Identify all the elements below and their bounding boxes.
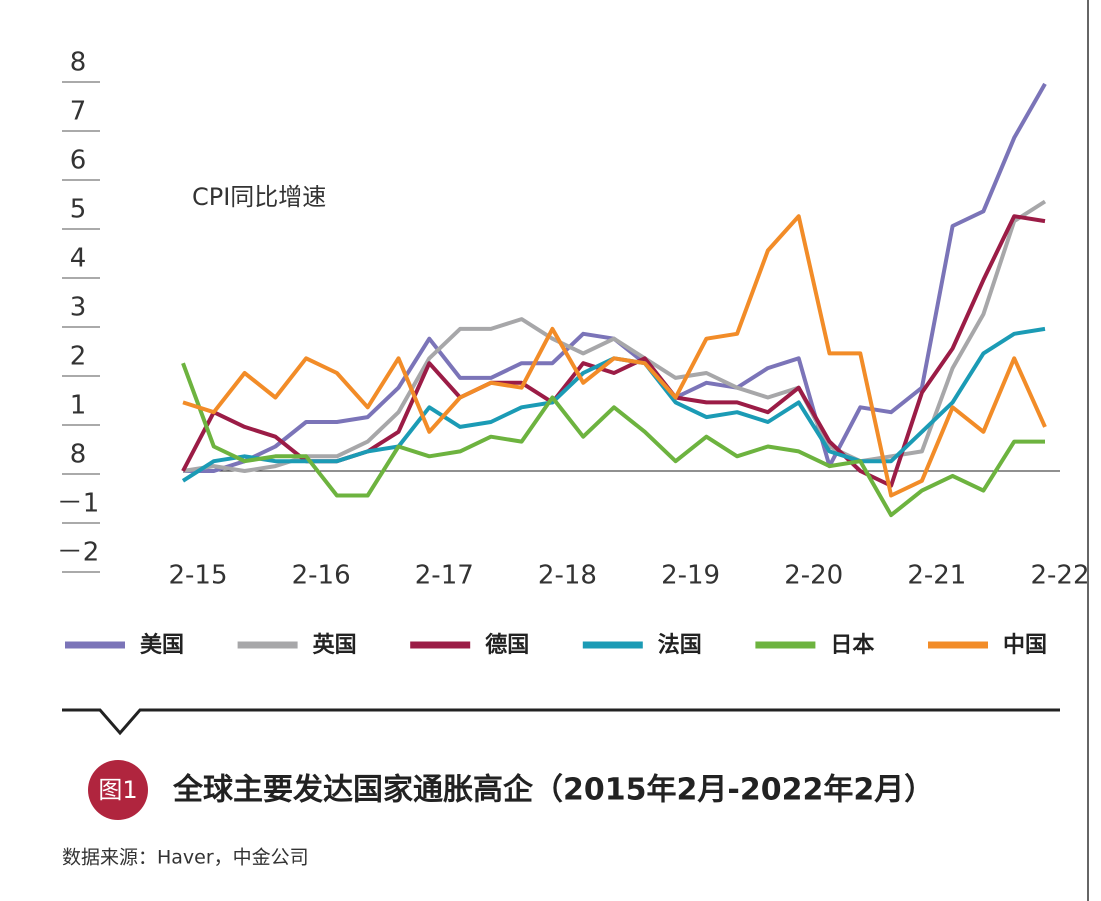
legend-label: 法国 xyxy=(658,633,702,658)
x-tick-label: 2-17 xyxy=(415,561,474,591)
y-tick-label: －2 xyxy=(57,538,100,568)
series-line xyxy=(182,199,1047,473)
x-tick-label: 2-19 xyxy=(661,561,720,591)
legend-label: 中国 xyxy=(1003,633,1047,658)
figure-label: 图1 xyxy=(98,776,137,804)
divider xyxy=(62,708,1060,736)
y-tick-label: －1 xyxy=(57,489,100,519)
y-tick-label: 8 xyxy=(70,48,87,78)
chart-title: 全球主要发达国家通胀高企（2015年2月-2022年2月） xyxy=(172,773,934,808)
figure-badge xyxy=(88,760,148,820)
y-tick-label: 6 xyxy=(70,146,87,176)
y-tick-label: 8 xyxy=(70,440,87,470)
legend-label: 德国 xyxy=(485,632,529,658)
y-tick-label: 3 xyxy=(70,293,87,323)
x-tick-label: 2-15 xyxy=(168,561,227,591)
x-tick-label: 2-21 xyxy=(907,561,966,591)
y-tick-label: 4 xyxy=(70,244,87,274)
y-tick-label: 7 xyxy=(70,97,87,127)
series-line xyxy=(181,214,1046,488)
y-tick-label: 2 xyxy=(70,342,87,372)
x-tick-label: 2-22 xyxy=(1030,561,1089,591)
y-tick-label: 1 xyxy=(70,391,87,421)
x-tick-label: 2-18 xyxy=(538,561,597,591)
x-tick-label: 2-20 xyxy=(784,561,843,591)
x-tick-label: 2-16 xyxy=(292,561,351,591)
chart-subtitle: CPI同比增速 xyxy=(192,183,326,211)
source-note: 数据来源：Haver，中金公司 xyxy=(62,847,309,869)
series-line xyxy=(181,362,1045,518)
legend-label: 英国 xyxy=(313,633,357,658)
legend-label: 日本 xyxy=(830,633,874,658)
y-tick-label: 5 xyxy=(70,195,87,225)
legend-label: 美国 xyxy=(140,632,184,658)
series-line xyxy=(182,214,1047,498)
